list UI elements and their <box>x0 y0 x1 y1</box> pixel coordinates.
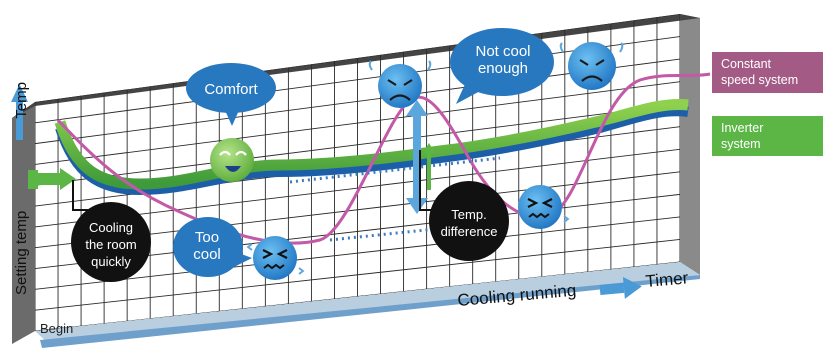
comfort-bubble: Comfort <box>186 63 276 126</box>
not-cool-line2: enough <box>478 60 528 77</box>
grid-horizontal-line <box>35 239 680 311</box>
hot-face-icon-2 <box>559 42 624 90</box>
cold-face-icon-2 <box>518 185 570 229</box>
happy-face-icon <box>210 138 254 182</box>
legend-constant-line1: Constant <box>721 57 772 71</box>
legend-inverter: Inverter system <box>712 116 823 156</box>
cold-face-icon <box>246 236 305 280</box>
grid-horizontal-line <box>35 216 680 290</box>
grid-horizontal-line <box>35 103 680 186</box>
start-arrow <box>28 168 76 190</box>
legend-constant-speed: Constant speed system <box>712 52 823 93</box>
x-axis-timer-label: Timer <box>645 268 690 291</box>
temp-difference-callout: Temp. difference <box>429 181 509 261</box>
temp-difference-arrow <box>406 100 428 214</box>
not-cool-enough-bubble: Not cool enough <box>450 28 554 104</box>
cooling-line1: Cooling <box>89 220 133 235</box>
legend-constant-line2: speed system <box>721 73 798 87</box>
cooling-line2: the room <box>85 237 136 252</box>
legend-inverter-line2: system <box>721 137 761 151</box>
timer-arrow <box>599 276 642 299</box>
inverter-curve <box>54 99 689 190</box>
too-cool-line1: Too <box>195 229 219 246</box>
not-cool-line1: Not cool <box>475 43 530 60</box>
grid-horizontal-line <box>35 81 680 165</box>
grid-horizontal-line <box>35 148 680 228</box>
hot-face-icon <box>368 60 432 108</box>
y-axis-temp-label: Temp <box>13 82 30 119</box>
cooling-quickly-callout: Cooling the room quickly <box>71 202 151 282</box>
grid-horizontal-line <box>35 36 680 124</box>
right-wall <box>680 14 700 275</box>
too-cool-line2: cool <box>193 246 221 263</box>
legend-inverter-line1: Inverter <box>721 121 763 135</box>
too-cool-bubble: Too cool <box>173 217 252 277</box>
left-wall <box>12 102 35 344</box>
temp-line1: Temp. <box>451 207 486 222</box>
dotted-line-1 <box>329 226 446 242</box>
begin-label: Begin <box>40 321 73 336</box>
constant-speed-curve <box>56 72 711 245</box>
temp-axis-arrow <box>11 84 28 140</box>
comfort-text: Comfort <box>204 81 258 98</box>
floor-edge <box>40 275 700 348</box>
grid-horizontal-line <box>35 14 680 103</box>
temp-line2: difference <box>441 224 498 239</box>
cooling-line3: quickly <box>91 254 131 269</box>
y-axis-setting-temp-label: Setting temp <box>13 211 30 295</box>
small-green-arrow <box>423 143 435 190</box>
